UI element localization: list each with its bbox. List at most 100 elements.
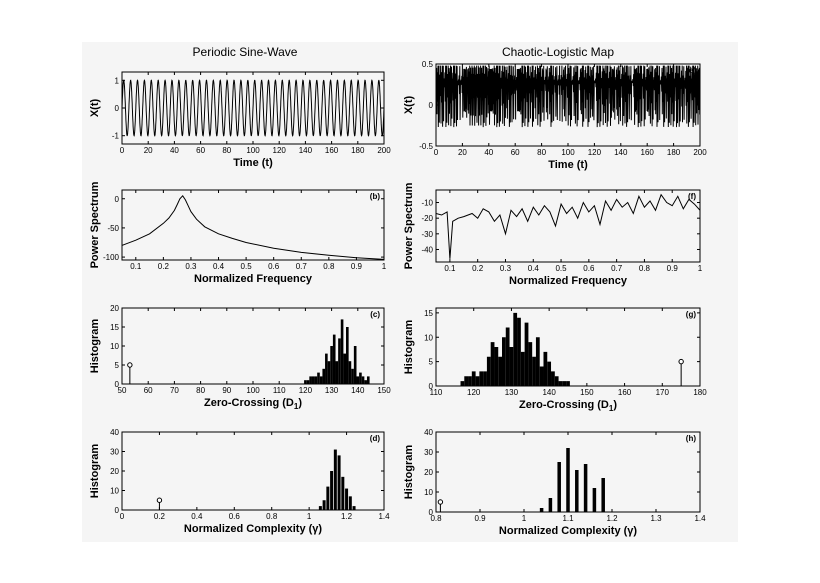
x-tick-label: 70 (170, 386, 179, 395)
histogram-bar (327, 361, 331, 384)
x-tick-label: 20 (458, 148, 467, 157)
column-title-right: Chaotic-Logistic Map (502, 45, 614, 59)
x-tick-label: 80 (537, 148, 546, 157)
y-axis-label-a: X(t) (89, 99, 101, 118)
y-tick-label: 20 (110, 467, 119, 476)
x-tick-label: 0.1 (444, 264, 456, 273)
y-tick-label: 5 (115, 361, 120, 370)
x-tick-label: 1.2 (606, 514, 618, 523)
x-tick-label: 140 (351, 386, 365, 395)
histogram-bar (460, 381, 465, 386)
histogram-bar (528, 342, 533, 386)
x-tick-label: 130 (325, 386, 339, 395)
x-tick-label: 0.8 (639, 264, 651, 273)
histogram-bar (471, 371, 476, 386)
histogram-bar (583, 464, 588, 512)
x-tick-label: 0.6 (268, 262, 280, 271)
x-tick-label: 120 (299, 386, 313, 395)
y-tick-label: 0 (115, 104, 120, 113)
plot-frame-d (121, 431, 385, 511)
histogram-bar (314, 376, 318, 384)
histogram-bar (361, 376, 365, 384)
panel-h: 0.8 0.9 1 1.1 1.2 1.3 1.4 0 10 20 30 40 Normalized C… (403, 428, 706, 537)
y-tick-label: 20 (424, 468, 433, 477)
x-tick-label: 140 (614, 148, 628, 157)
y-tick-label: 10 (424, 333, 433, 342)
panel-label-c: (c) (370, 310, 380, 319)
histogram-bar (348, 496, 352, 510)
y-axis-label-g: Histogram (403, 320, 415, 375)
panel-label-b: (b) (370, 192, 381, 201)
x-tick-label: 180 (667, 148, 681, 157)
y-tick-label: 0 (429, 382, 434, 391)
histogram-bar (335, 361, 339, 384)
histogram-bar (352, 506, 356, 510)
histogram-bar (475, 376, 480, 386)
panel-label-f: (f) (688, 192, 696, 201)
x-tick-label: 140 (542, 388, 556, 397)
series-line-a (122, 79, 384, 137)
stem-marker (678, 358, 684, 365)
x-axis-label-a: Time (t) (233, 157, 273, 169)
histogram-bar (520, 351, 525, 386)
x-tick-label: 110 (273, 386, 286, 395)
stem-marker (437, 499, 444, 505)
x-tick-label: 200 (377, 146, 391, 155)
y-tick-label: -40 (421, 245, 433, 254)
x-tick-label: 0.5 (555, 264, 567, 273)
histogram-bar (325, 353, 328, 384)
y-tick-label: -100 (103, 253, 120, 262)
histogram-bar (332, 334, 336, 384)
histogram-bar (547, 361, 552, 386)
y-tick-label: 5 (429, 358, 434, 367)
y-tick-label: 20 (110, 304, 119, 313)
x-tick-label: 60 (511, 148, 520, 157)
y-axis-label-h: Histogram (403, 445, 415, 500)
x-tick-label: 0.9 (474, 514, 486, 523)
histogram-bar (346, 327, 349, 384)
x-tick-label: 1 (307, 512, 312, 521)
y-tick-label: -50 (107, 224, 119, 233)
panel-b: 0.1 0.2 0.3 0.4 0.5 0.6 0.7 0.8 0.9 1 -100 -50 0 Norm… (89, 181, 387, 285)
y-tick-label: 10 (110, 342, 119, 351)
histogram-bar (333, 449, 337, 510)
histogram-bar (351, 368, 354, 384)
y-tick-label: 40 (424, 428, 433, 437)
x-axis-label-h: Normalized Complexity (γ) (499, 525, 637, 537)
histogram-bar (566, 448, 570, 512)
histogram-bar (311, 376, 315, 384)
x-tick-label: 120 (273, 146, 287, 155)
x-tick-label: 0.4 (213, 262, 225, 271)
panel-c: 50 60 70 80 90 100 110 120 130 140 150 0 5 10 15 20 Zero… (89, 304, 391, 411)
x-tick-label: 0.2 (472, 264, 484, 273)
x-tick-label: 1.1 (562, 514, 574, 523)
histogram-bar (343, 353, 347, 384)
y-tick-label: 0 (429, 101, 434, 110)
panel-e: 0 20 40 60 80 100 120 140 160 180 200-0.500.5Time … (403, 60, 707, 171)
histogram-bar (322, 368, 326, 384)
x-tick-label: 0.2 (154, 512, 166, 521)
x-tick-label: 60 (144, 386, 153, 395)
histogram-bar (513, 312, 518, 386)
x-tick-label: 1.3 (650, 514, 662, 523)
x-tick-label: 1.4 (694, 514, 706, 523)
x-axis-label-f: Normalized Frequency (509, 275, 628, 287)
panel-f: 0.1 0.2 0.3 0.4 0.5 0.6 0.7 0.8 0.9 1 -40 -30 -20 -10… (403, 182, 703, 287)
histogram-bar (566, 381, 570, 386)
x-tick-label: 100 (561, 148, 575, 157)
x-tick-label: 1 (698, 264, 703, 273)
histogram-bar (557, 462, 561, 512)
x-tick-label: 0.3 (185, 262, 197, 271)
stem-marker (156, 497, 163, 503)
x-tick-label: 0 (434, 148, 439, 157)
histogram-bar (309, 376, 312, 384)
x-tick-label: 100 (246, 386, 260, 395)
y-tick-label: -20 (421, 214, 433, 223)
series-line-b (122, 194, 384, 260)
histogram-bar (322, 500, 326, 510)
histogram-bar (505, 327, 510, 386)
x-tick-label: 90 (222, 386, 231, 395)
y-tick-label: 1 (115, 76, 120, 85)
histogram-bar (330, 346, 333, 384)
